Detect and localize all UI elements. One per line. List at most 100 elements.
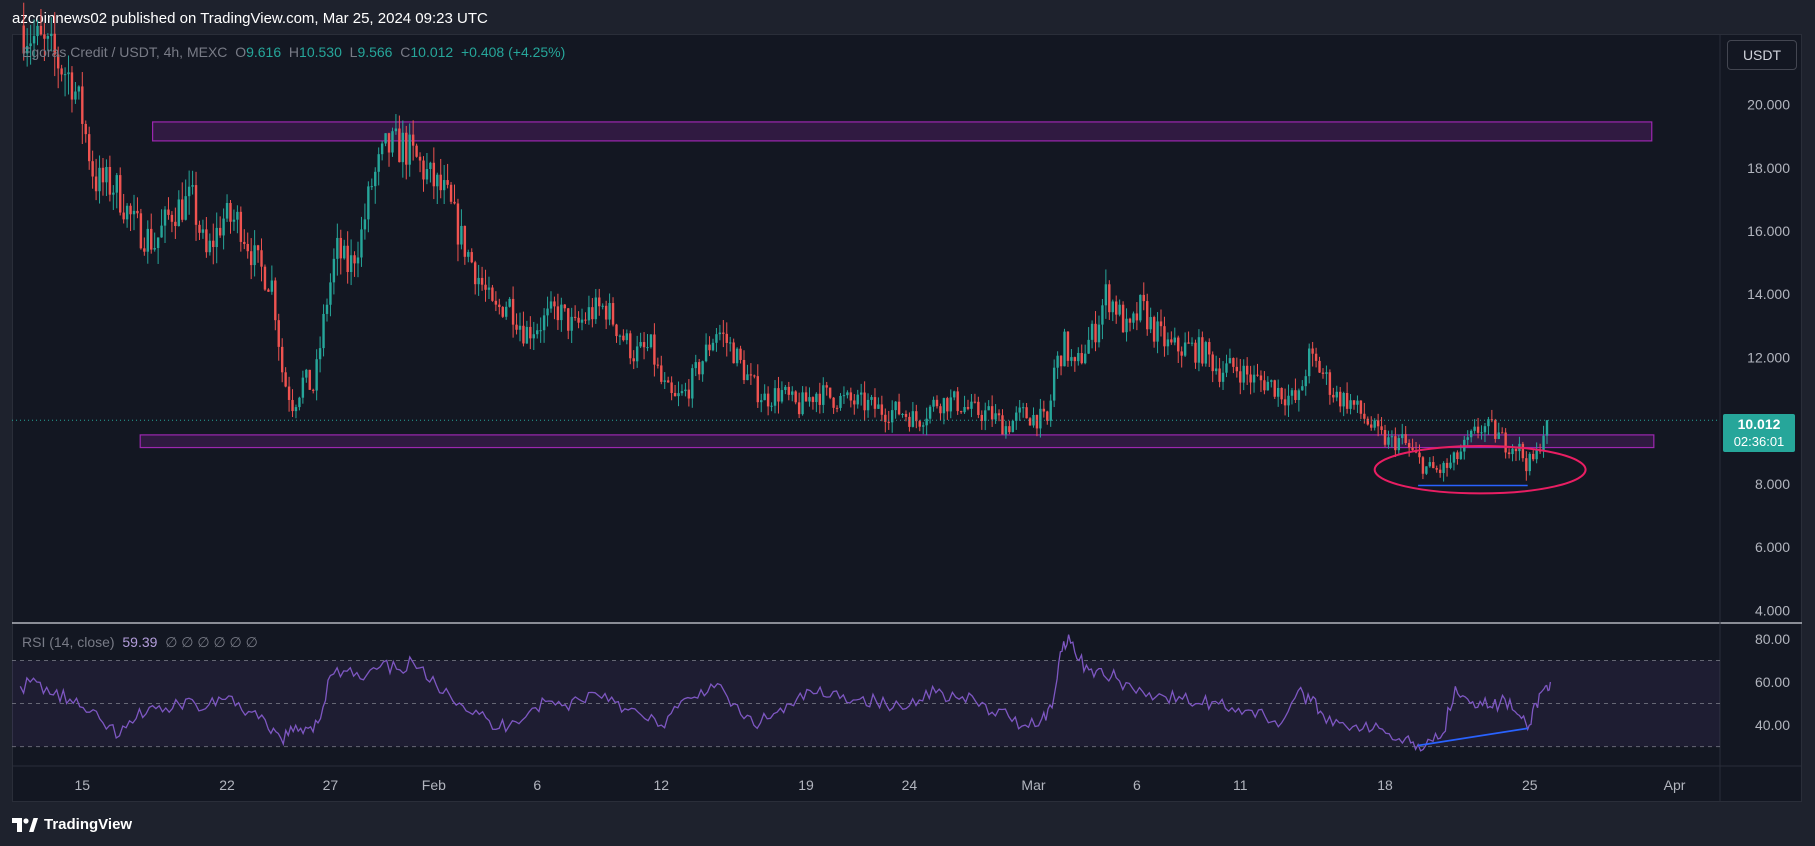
candle-body <box>1332 394 1335 398</box>
candle-body <box>491 287 494 301</box>
candle-body <box>1163 326 1166 347</box>
chart-frame[interactable] <box>12 34 1802 802</box>
candle-body <box>1056 355 1059 368</box>
candle-body <box>84 123 87 135</box>
candle-body <box>1087 339 1090 354</box>
candle-body <box>377 154 380 172</box>
candle-body <box>1307 348 1311 377</box>
candle-body <box>432 162 436 187</box>
candle-body <box>604 305 608 320</box>
candle-body <box>332 258 336 283</box>
candle-body <box>1483 426 1487 433</box>
tradingview-logo[interactable]: TradingView <box>12 815 132 835</box>
candle-body <box>594 297 598 320</box>
candle-body <box>1525 458 1528 472</box>
candle-body <box>246 243 249 252</box>
candle-body <box>401 132 405 163</box>
candle-body <box>1356 400 1359 405</box>
candle-body <box>174 221 177 227</box>
candle-body <box>859 392 863 395</box>
open-value: 9.616 <box>246 44 282 60</box>
candle-body <box>494 300 498 305</box>
price-tick-label: 16.000 <box>1747 223 1790 239</box>
candle-body <box>666 380 670 383</box>
rsi-label[interactable]: RSI (14, close) <box>22 634 115 650</box>
candle-body <box>191 185 194 187</box>
candle-body <box>673 392 677 397</box>
candle-body <box>918 421 921 427</box>
candle-body <box>1125 318 1128 333</box>
candle-body <box>1097 324 1101 343</box>
candle-body <box>684 389 687 392</box>
candle-body <box>67 72 70 75</box>
candle-body <box>425 168 429 180</box>
candle-body <box>467 252 470 257</box>
candle-body <box>966 407 970 409</box>
candle-body <box>398 128 401 163</box>
candle-body <box>1066 331 1070 361</box>
candle-body <box>325 304 329 314</box>
candle-body <box>822 385 825 405</box>
candle-body <box>835 407 839 409</box>
rsi-pane: 40.00 60.00 80.00 <box>12 631 1790 752</box>
candle-body <box>1077 353 1080 362</box>
candle-body <box>32 36 36 44</box>
currency-button[interactable]: USDT <box>1727 40 1797 70</box>
candle-body <box>635 346 639 362</box>
candle-body <box>573 316 577 318</box>
candle-body <box>622 335 625 341</box>
candle-body <box>184 196 187 220</box>
candle-body <box>356 257 360 264</box>
candle-body <box>270 280 274 292</box>
candle-body <box>353 255 356 264</box>
candle-body <box>308 369 311 390</box>
candle-body <box>777 388 780 402</box>
candle-body <box>277 320 280 347</box>
candle-body <box>718 332 722 335</box>
candle-body <box>98 167 101 192</box>
candle-body <box>1487 419 1490 427</box>
candle-body <box>522 325 525 344</box>
candle-body <box>1073 357 1077 362</box>
candle-body <box>77 86 81 92</box>
candle-body <box>942 398 946 414</box>
candle-body <box>608 303 611 320</box>
candle-body <box>115 175 118 193</box>
axes: 4.0006.0008.00010.00012.00014.00016.0001… <box>75 97 1791 793</box>
candle-body <box>701 361 704 375</box>
symbol-name[interactable]: Egoras Credit / USDT, 4h, MEXC <box>22 44 228 60</box>
candle-body <box>1108 284 1111 313</box>
candle-body <box>473 262 477 285</box>
candle-body <box>394 128 398 132</box>
candle-body <box>990 406 994 420</box>
candle-body <box>618 335 622 337</box>
symbol-legend[interactable]: Egoras Credit / USDT, 4h, MEXC O9.616 H1… <box>22 44 565 60</box>
price-tick-label: 6.000 <box>1755 539 1790 555</box>
candle-body <box>1228 358 1232 364</box>
candle-body <box>1083 353 1087 364</box>
candle-body <box>367 186 370 220</box>
candle-body <box>1090 323 1094 340</box>
candle-body <box>132 210 136 215</box>
candle-body <box>542 315 546 331</box>
candle-body <box>487 287 491 290</box>
rsi-legend[interactable]: RSI (14, close) 59.39 ∅ ∅ ∅ ∅ ∅ ∅ <box>22 634 258 651</box>
candle-body <box>1256 374 1259 376</box>
candle-body <box>753 375 756 377</box>
candle-body <box>1135 313 1139 321</box>
tradingview-logo-icon <box>12 818 38 832</box>
candle-body <box>866 399 870 411</box>
candle-body <box>453 201 456 204</box>
candle-body <box>549 301 553 309</box>
candle-body <box>849 392 853 401</box>
candle-body <box>911 411 915 427</box>
candle-body <box>363 219 367 230</box>
candle-body <box>611 303 615 325</box>
candle-body <box>870 397 873 400</box>
candle-body <box>1211 354 1214 372</box>
candle-body <box>763 393 766 401</box>
rsi-value: 59.39 <box>122 634 158 650</box>
candle-body <box>532 334 535 339</box>
candle-body <box>801 392 804 415</box>
